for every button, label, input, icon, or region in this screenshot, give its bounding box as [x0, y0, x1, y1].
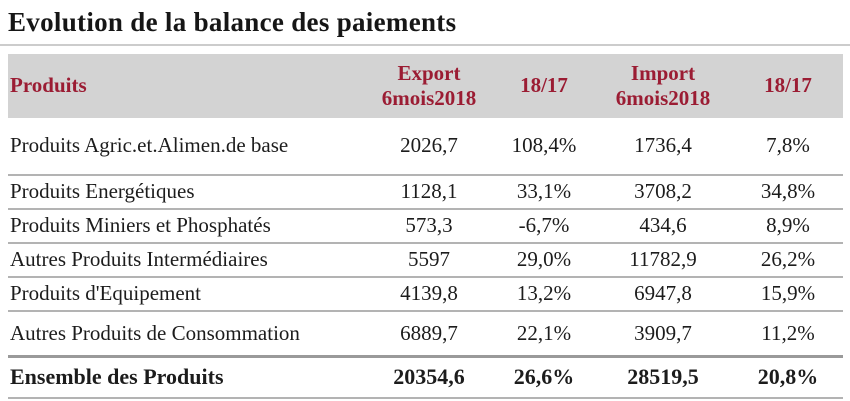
- export-value: 2026,7: [400, 133, 458, 158]
- import-variation: 7,8%: [766, 133, 810, 158]
- product-name: Autres Produits de Consommation: [10, 320, 300, 345]
- title-divider: [0, 43, 850, 46]
- import-value: 1736,4: [634, 133, 692, 158]
- export-variation: 22,1%: [516, 320, 572, 345]
- import-value: 3909,7: [634, 320, 692, 345]
- import-variation: 26,2%: [760, 247, 816, 272]
- page-title: Evolution de la balance des paiements: [8, 7, 457, 37]
- export-value: 6889,7: [400, 320, 458, 345]
- header-import: Import 6mois2018: [593, 61, 733, 111]
- total-label: Ensemble des Produits: [10, 364, 224, 390]
- import-value: 11782,9: [629, 247, 697, 272]
- table-header-row: Produits Export 6mois2018 18/17 Import 6…: [8, 53, 843, 118]
- header-produits: Produits: [10, 73, 87, 98]
- table-row: Autres Produits de Consommation 6889,7 2…: [8, 309, 843, 355]
- import-value: 3708,2: [634, 179, 692, 204]
- export-variation: 13,2%: [516, 281, 572, 306]
- export-variation: 108,4%: [511, 133, 577, 158]
- export-value: 573,3: [405, 213, 453, 238]
- export-variation: 33,1%: [516, 179, 572, 204]
- total-export-variation: 26,6%: [513, 364, 575, 390]
- table-total-row: Ensemble des Produits 20354,6 26,6% 2851…: [8, 354, 843, 399]
- product-name: Produits Miniers et Phosphatés: [10, 213, 271, 238]
- total-import-value: 28519,5: [627, 364, 699, 390]
- table-row: Produits Agric.et.Alimen.de base 2026,7 …: [8, 118, 843, 174]
- product-name: Autres Produits Intermédiaires: [10, 247, 268, 272]
- total-export-value: 20354,6: [393, 364, 465, 390]
- table-row: Produits Miniers et Phosphatés 573,3 -6,…: [8, 207, 843, 242]
- header-export-line2: 6mois2018: [381, 85, 477, 110]
- table-row: Produits d'Equipement 4139,8 13,2% 6947,…: [8, 275, 843, 310]
- balance-table: Produits Export 6mois2018 18/17 Import 6…: [8, 53, 843, 399]
- header-import-line2: 6mois2018: [615, 85, 711, 110]
- header-export: Export 6mois2018: [363, 61, 495, 111]
- export-variation: 29,0%: [516, 247, 572, 272]
- table-row: Autres Produits Intermédiaires 5597 29,0…: [8, 241, 843, 276]
- import-variation: 8,9%: [766, 213, 810, 238]
- table-row: Produits Energétiques 1128,1 33,1% 3708,…: [8, 173, 843, 208]
- product-name: Produits Agric.et.Alimen.de base: [10, 133, 289, 158]
- export-value: 4139,8: [400, 281, 458, 306]
- header-import-variation: 18/17: [764, 73, 812, 98]
- total-import-variation: 20,8%: [757, 364, 819, 390]
- import-variation: 15,9%: [760, 281, 816, 306]
- product-name: Produits Energétiques: [10, 179, 195, 204]
- header-export-variation: 18/17: [520, 73, 568, 98]
- import-variation: 11,2%: [761, 320, 815, 345]
- import-value: 6947,8: [634, 281, 692, 306]
- export-variation: -6,7%: [518, 213, 570, 238]
- export-value: 1128,1: [400, 179, 458, 204]
- header-import-line1: Import: [630, 60, 696, 85]
- import-value: 434,6: [639, 213, 687, 238]
- header-export-line1: Export: [397, 60, 461, 85]
- import-variation: 34,8%: [760, 179, 816, 204]
- product-name: Produits d'Equipement: [10, 281, 202, 306]
- export-value: 5597: [408, 247, 450, 272]
